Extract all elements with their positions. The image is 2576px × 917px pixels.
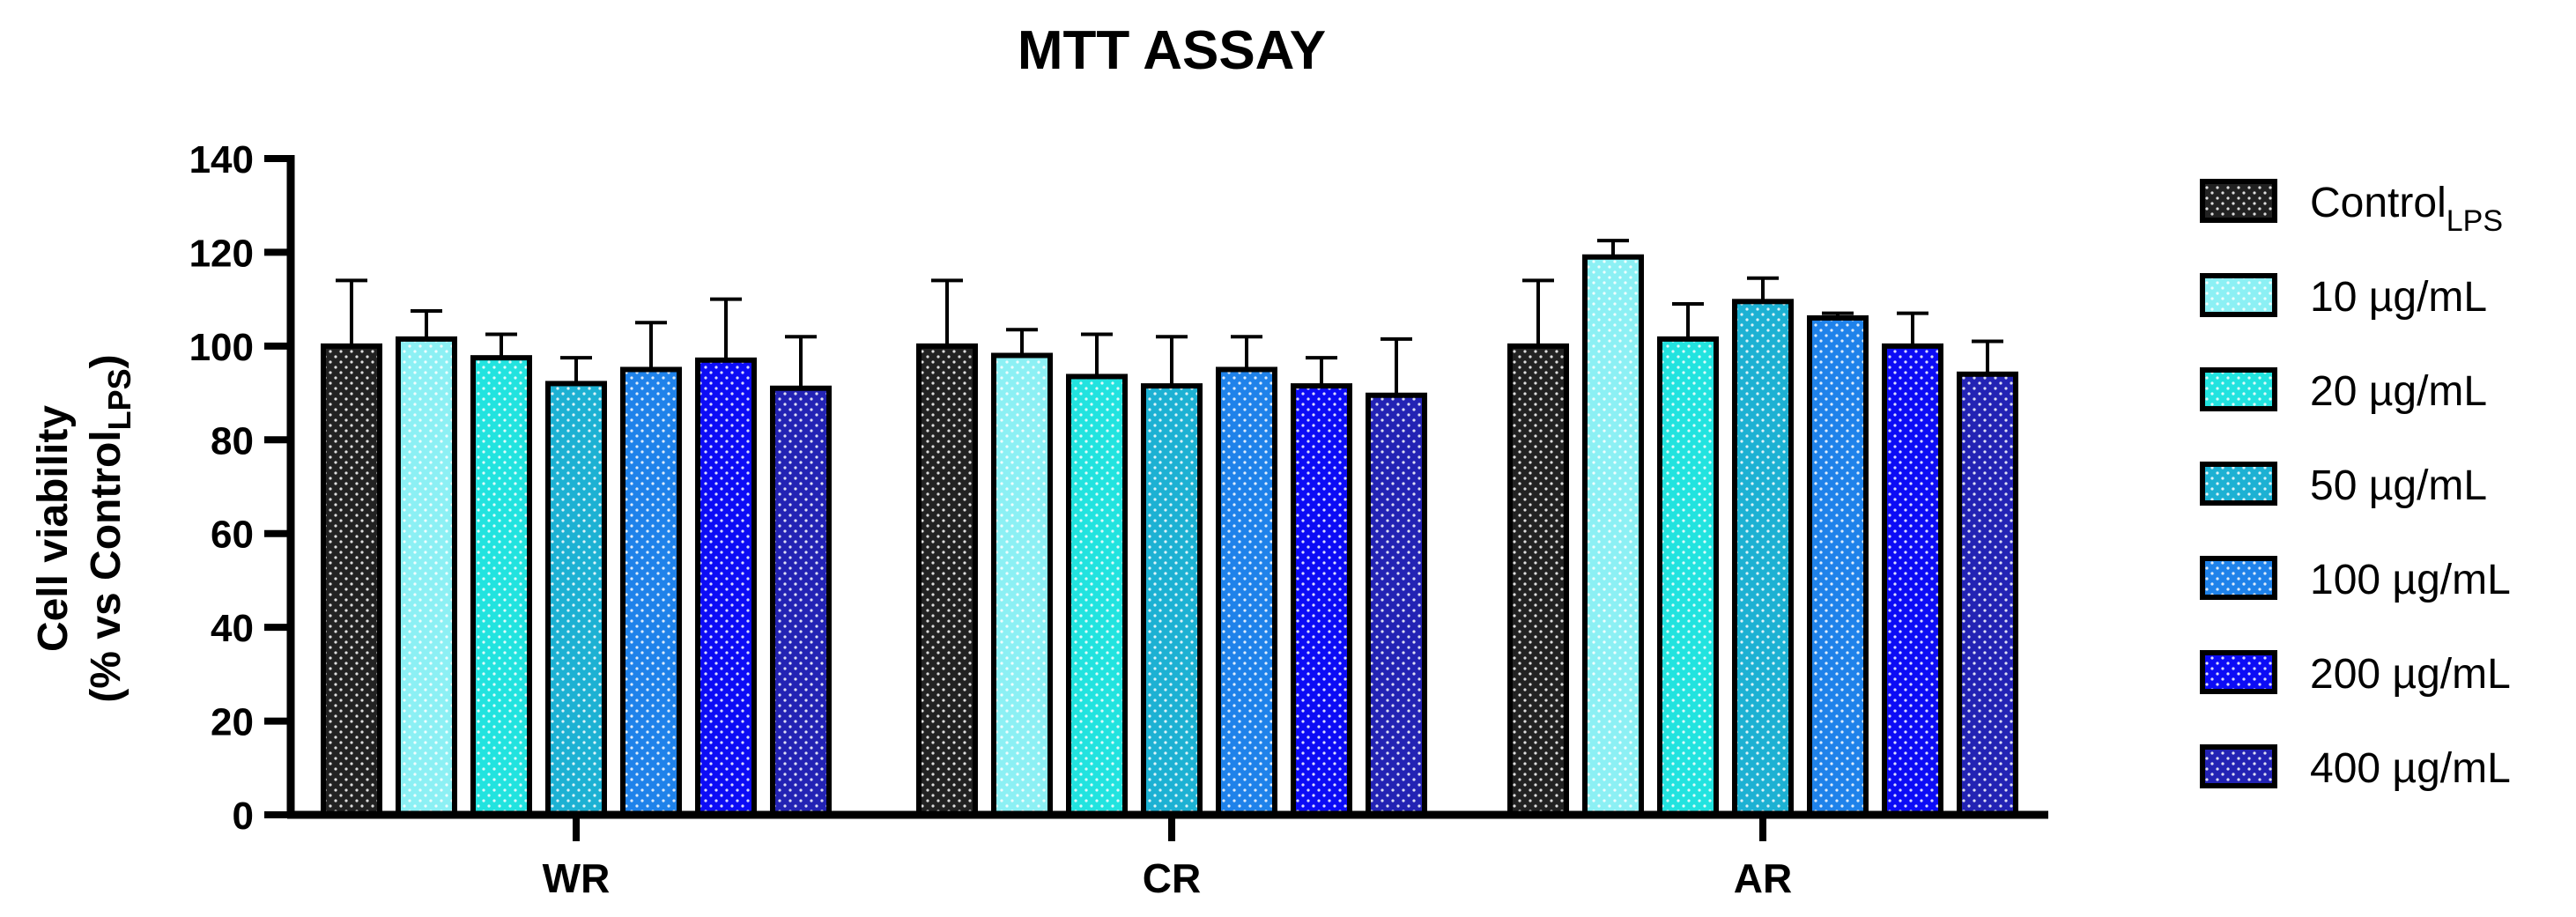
bar-cr-series-6 bbox=[1366, 392, 1427, 817]
y-tick-label: 140 bbox=[189, 138, 254, 181]
error-bar-ar-series-6 bbox=[1972, 339, 2003, 374]
bar-wr-series-6 bbox=[770, 385, 832, 817]
x-tick-label-cr: CR bbox=[1143, 855, 1201, 901]
error-bar-wr-series-5 bbox=[710, 297, 742, 360]
bar-wr-series-4 bbox=[620, 366, 682, 817]
legend-item-5: 200 µg/mL bbox=[2200, 650, 2511, 698]
legend-item-0: ControlLPS bbox=[2200, 179, 2503, 238]
y-tick-label: 120 bbox=[189, 232, 254, 275]
error-bar-ar-series-3 bbox=[1747, 276, 1779, 302]
legend-label: 400 µg/mL bbox=[2310, 745, 2511, 792]
error-bars bbox=[336, 239, 2003, 396]
legend-label: 50 µg/mL bbox=[2310, 462, 2487, 509]
y-axis-label-sub: LPS bbox=[101, 368, 137, 430]
y-tick-label: 100 bbox=[189, 326, 254, 369]
error-bar-ar-series-2 bbox=[1672, 301, 1704, 339]
bar-ar-series-2 bbox=[1657, 336, 1719, 817]
error-bar-ar-series-0 bbox=[1522, 278, 1554, 346]
legend-item-1: 10 µg/mL bbox=[2200, 273, 2487, 321]
legend-label: 100 µg/mL bbox=[2310, 557, 2511, 603]
legend-item-6: 400 µg/mL bbox=[2200, 744, 2511, 792]
y-axis-label-suffix: ) bbox=[83, 354, 130, 368]
legend-label: 10 µg/mL bbox=[2310, 274, 2487, 321]
bar-cr-series-5 bbox=[1291, 383, 1352, 817]
y-axis-label-line2: (% vs ControlLPS) bbox=[83, 354, 137, 702]
legend-swatch bbox=[2200, 273, 2277, 317]
x-tick-label-wr: WR bbox=[543, 855, 611, 901]
legend-swatch bbox=[2200, 179, 2277, 223]
bar-cr-series-2 bbox=[1066, 373, 1128, 817]
error-bar-cr-series-3 bbox=[1156, 335, 1188, 387]
y-tick-label: 20 bbox=[211, 701, 254, 744]
error-bar-cr-series-0 bbox=[931, 278, 963, 346]
x-tick-label-ar: AR bbox=[1734, 855, 1792, 901]
y-tick-label: 80 bbox=[211, 419, 254, 462]
y-axis-label: Cell viability (% vs ControlLPS) bbox=[30, 354, 137, 702]
chart-title: MTT ASSAY bbox=[1018, 20, 1326, 81]
bar-wr-series-3 bbox=[545, 381, 607, 817]
y-tick-label: 60 bbox=[211, 514, 254, 557]
x-axis: WR CR AR bbox=[287, 810, 2048, 901]
legend-item-2: 20 µg/mL bbox=[2200, 367, 2487, 415]
error-bar-wr-series-1 bbox=[411, 308, 442, 339]
error-bar-cr-series-5 bbox=[1306, 356, 1337, 387]
bar-wr-series-0 bbox=[321, 343, 382, 818]
legend: ControlLPS 10 µg/mL 20 µg/mL 50 µg/mL 100 µg… bbox=[2200, 179, 2511, 792]
error-bar-wr-series-0 bbox=[336, 278, 367, 346]
legend-swatch bbox=[2200, 462, 2277, 506]
legend-swatch bbox=[2200, 650, 2277, 694]
bar-ar-series-1 bbox=[1582, 254, 1644, 817]
error-bar-ar-series-5 bbox=[1897, 311, 1928, 346]
legend-swatch bbox=[2200, 367, 2277, 411]
legend-swatch bbox=[2200, 744, 2277, 788]
legend-item-3: 50 µg/mL bbox=[2200, 462, 2487, 509]
bar-cr-series-3 bbox=[1141, 383, 1203, 817]
y-axis-label-prefix: (% vs Control bbox=[83, 430, 130, 702]
y-tick-label: 0 bbox=[233, 795, 254, 838]
error-bar-ar-series-4 bbox=[1822, 311, 1854, 318]
bars bbox=[321, 254, 2018, 818]
error-bar-wr-series-3 bbox=[560, 356, 592, 384]
error-bar-cr-series-1 bbox=[1006, 328, 1038, 356]
bar-wr-series-5 bbox=[695, 357, 757, 818]
legend-item-4: 100 µg/mL bbox=[2200, 556, 2511, 603]
bar-wr-series-1 bbox=[396, 336, 457, 817]
bar-wr-series-2 bbox=[470, 355, 532, 817]
legend-label: 200 µg/mL bbox=[2310, 651, 2511, 698]
legend-label: 20 µg/mL bbox=[2310, 368, 2487, 415]
bar-cr-series-4 bbox=[1216, 366, 1277, 817]
legend-swatch bbox=[2200, 556, 2277, 600]
error-bar-ar-series-1 bbox=[1597, 239, 1629, 257]
error-bar-cr-series-2 bbox=[1081, 332, 1113, 377]
bar-cr-series-0 bbox=[916, 343, 978, 818]
y-axis: 0 20 40 60 80 100 120 140 bbox=[189, 138, 295, 838]
bar-ar-series-6 bbox=[1957, 371, 2018, 817]
error-bar-cr-series-4 bbox=[1231, 335, 1262, 370]
bar-ar-series-5 bbox=[1882, 343, 1943, 818]
error-bar-cr-series-6 bbox=[1381, 336, 1412, 396]
error-bar-wr-series-4 bbox=[635, 321, 667, 370]
y-tick-label: 40 bbox=[211, 607, 254, 650]
legend-label: ControlLPS bbox=[2310, 180, 2503, 238]
bar-ar-series-4 bbox=[1807, 314, 1869, 817]
error-bar-wr-series-6 bbox=[785, 335, 817, 388]
bar-cr-series-1 bbox=[991, 352, 1053, 817]
y-axis-label-line1: Cell viability bbox=[30, 405, 77, 652]
bar-ar-series-3 bbox=[1732, 299, 1794, 817]
bar-ar-series-0 bbox=[1507, 343, 1569, 818]
error-bar-wr-series-2 bbox=[485, 332, 517, 359]
